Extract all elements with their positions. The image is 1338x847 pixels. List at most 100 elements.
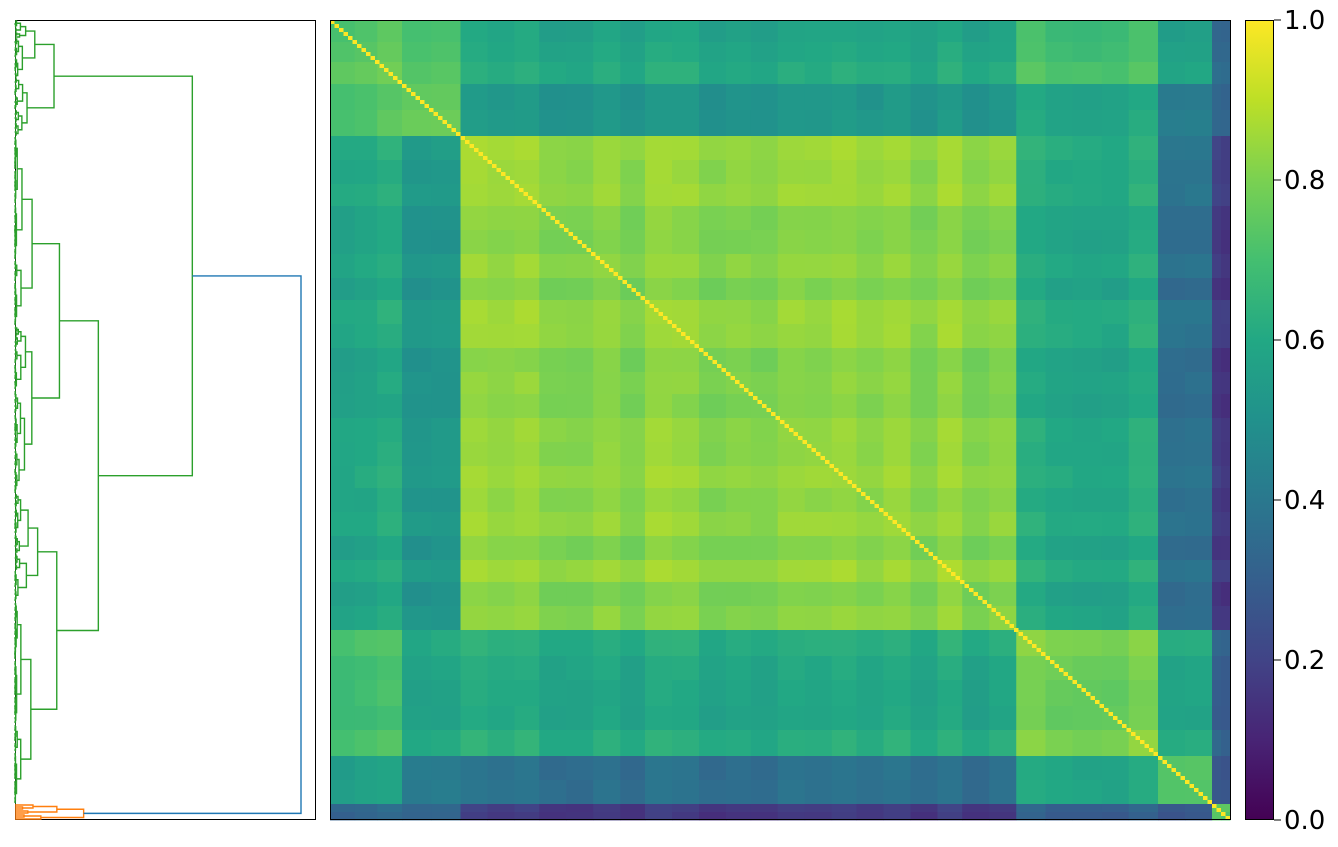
heatmap-cell [883, 804, 911, 813]
heatmap-cell [402, 394, 432, 419]
heatmap-cell [1221, 466, 1231, 489]
heatmap-cell [989, 20, 1017, 43]
heatmap-diagonal-cell [762, 404, 767, 408]
heatmap-diagonal-cell [946, 568, 951, 572]
dendrogram-link [15, 815, 42, 820]
heatmap-cell [402, 466, 432, 489]
heatmap-cell [883, 488, 911, 513]
heatmap-cell [402, 160, 432, 185]
heatmap-cell [937, 230, 963, 255]
heatmap-cell [1158, 606, 1186, 631]
heatmap-cell [910, 756, 938, 781]
heatmap-cell [620, 656, 646, 681]
heatmap-cell [330, 512, 356, 537]
heatmap-diagonal-cell [681, 332, 686, 336]
heatmap-cell [831, 418, 857, 443]
heatmap-cell [1128, 206, 1159, 231]
heatmap-diagonal-cell [636, 292, 641, 296]
heatmap-cell [539, 300, 567, 325]
heatmap-cell [804, 804, 833, 813]
heatmap-cell [645, 442, 673, 467]
heatmap-cell [1185, 230, 1213, 255]
heatmap-cell [620, 730, 646, 757]
heatmap-cell [354, 706, 378, 731]
colorbar-tick-label: 0.2 [1284, 646, 1325, 676]
heatmap-cell [460, 560, 488, 583]
heatmap-cell [1221, 536, 1231, 561]
heatmap-cell [831, 756, 857, 781]
heatmap-cell [1221, 730, 1231, 757]
heatmap-cell [620, 606, 646, 631]
heatmap-cell [726, 62, 752, 85]
heatmap-cell [645, 466, 673, 489]
heatmap-cell [699, 418, 727, 443]
heatmap-cell [1101, 466, 1130, 489]
heatmap-cell [1072, 136, 1103, 161]
heatmap-cell [777, 560, 806, 583]
heatmap-cell [1212, 110, 1222, 137]
heatmap-cell [777, 110, 806, 137]
heatmap-cell [726, 206, 752, 231]
heatmap-cell [883, 780, 911, 805]
heatmap-cell [910, 466, 938, 489]
heatmap-cell [962, 254, 990, 279]
heatmap-diagonal-cell [640, 296, 645, 300]
heatmap-cell [354, 488, 378, 513]
heatmap-cell [804, 606, 833, 631]
heatmap-cell [620, 418, 646, 443]
heatmap-cell [1016, 780, 1046, 805]
heatmap-cell [431, 62, 461, 85]
heatmap-cell [514, 418, 540, 443]
heatmap-cell [645, 184, 673, 207]
heatmap-cell [750, 730, 779, 757]
heatmap-cell [937, 394, 963, 419]
heatmap-cell [1212, 442, 1222, 467]
heatmap-cell [1072, 582, 1103, 607]
heatmap-cell [1185, 680, 1213, 707]
heatmap-cell [1221, 20, 1231, 43]
heatmap-cell [750, 278, 779, 301]
heatmap-cell [402, 372, 432, 395]
heatmap-diagonal-cell [721, 368, 726, 372]
heatmap-cell [593, 20, 621, 43]
heatmap-cell [1128, 230, 1159, 255]
heatmap-cell [431, 656, 461, 681]
dendrogram-link [15, 814, 25, 818]
heatmap-cell [962, 42, 990, 63]
heatmap-cell [777, 160, 806, 185]
heatmap-cell [1072, 606, 1103, 631]
heatmap-cell [1221, 136, 1231, 161]
heatmap-cell [645, 230, 673, 255]
heatmap-cell [777, 442, 806, 467]
heatmap-diagonal-cell [712, 360, 717, 364]
heatmap-cell [937, 804, 963, 813]
heatmap-cell [645, 372, 673, 395]
heatmap-cell [539, 278, 567, 301]
heatmap-diagonal-cell [964, 584, 969, 588]
heatmap-cell [645, 84, 673, 111]
heatmap-cell [1101, 184, 1130, 207]
heatmap-cell [726, 278, 752, 301]
heatmap-cell [804, 560, 833, 583]
heatmap-cell [620, 372, 646, 395]
heatmap-cell [402, 582, 432, 607]
heatmap-cell [620, 560, 646, 583]
heatmap-cell [831, 512, 857, 537]
heatmap-cell [883, 606, 911, 631]
heatmap-cell [1101, 560, 1130, 583]
dendrogram-link [15, 397, 19, 409]
dendrogram-link [15, 336, 17, 340]
heatmap-cell [856, 62, 884, 85]
heatmap-cell [1016, 582, 1046, 607]
heatmap-cell [1221, 606, 1231, 631]
heatmap-cell [777, 42, 806, 63]
heatmap-cell [1101, 324, 1130, 349]
heatmap-cell [777, 582, 806, 607]
heatmap-cell [1072, 42, 1103, 63]
heatmap-cell [1221, 206, 1231, 231]
heatmap-cell [377, 230, 403, 255]
heatmap-cell [910, 512, 938, 537]
heatmap-cell [937, 110, 963, 137]
heatmap-cell [989, 706, 1017, 731]
heatmap-cell [962, 512, 990, 537]
